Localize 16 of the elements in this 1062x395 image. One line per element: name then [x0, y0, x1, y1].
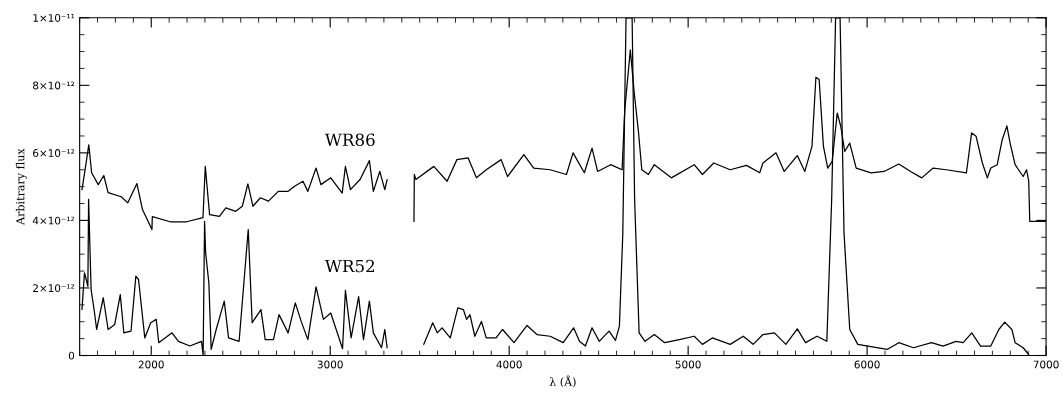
x-tick-label: 6000	[854, 360, 880, 369]
y-tick-label: 0	[68, 351, 75, 360]
x-tick-label: 3000	[317, 360, 343, 369]
y-tick-label: 1×10⁻¹¹	[33, 14, 75, 22]
y-axis-title: Arbitrary flux	[15, 148, 27, 226]
x-axis-title: λ (Å)	[549, 375, 576, 388]
x-tick-label: 2000	[138, 360, 164, 369]
y-tick-label: 4×10⁻¹²	[32, 216, 75, 225]
y-tick-label: 2×10⁻¹²	[33, 284, 75, 293]
y-tick-label: 8×10⁻¹²	[33, 81, 75, 90]
x-tick-label: 4000	[496, 360, 522, 369]
y-tick-label: 6×10⁻¹²	[33, 149, 75, 157]
x-tick-label: 5000	[675, 360, 701, 369]
series-label: WR52	[324, 259, 375, 273]
series-label: WR86	[324, 133, 375, 147]
x-tick-label: 7000	[1033, 360, 1059, 369]
